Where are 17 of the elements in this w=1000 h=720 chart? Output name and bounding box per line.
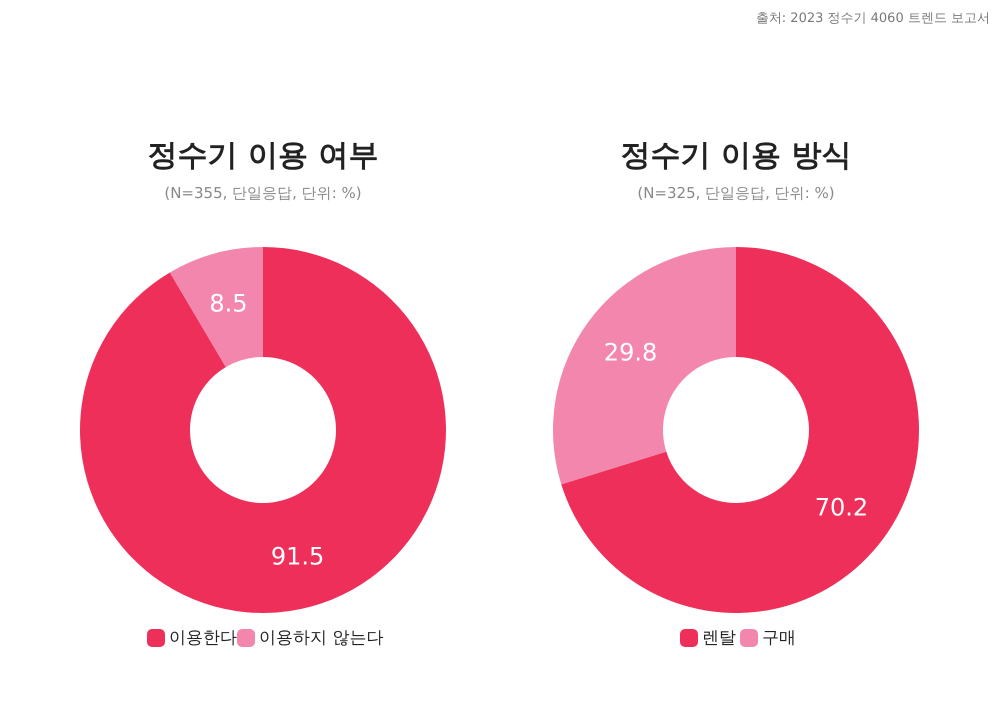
- data-label: 29.8: [604, 338, 658, 366]
- donut-slice: [170, 247, 263, 368]
- chart-subtitle: (N=325, 단일응답, 단위: %): [637, 184, 835, 202]
- donut-slice: [553, 247, 736, 484]
- chart-subtitle: (N=355, 단일응답, 단위: %): [164, 184, 362, 202]
- donut-slice: [561, 247, 919, 613]
- data-label: 91.5: [270, 542, 324, 570]
- source-note: 출처: 2023 정수기 4060 트렌드 보고서: [756, 11, 990, 26]
- chart-title: 정수기 이용 여부: [148, 138, 378, 173]
- legend-label: 렌탈: [702, 628, 736, 648]
- data-label: 8.5: [209, 290, 248, 318]
- legend-label: 구매: [762, 628, 796, 648]
- donut-slice: [80, 247, 446, 613]
- data-label: 70.2: [814, 494, 868, 522]
- legend-label: 이용하지 않는다: [259, 628, 384, 648]
- chart-title: 정수기 이용 방식: [620, 138, 852, 173]
- legend-label: 이용한다: [169, 628, 237, 648]
